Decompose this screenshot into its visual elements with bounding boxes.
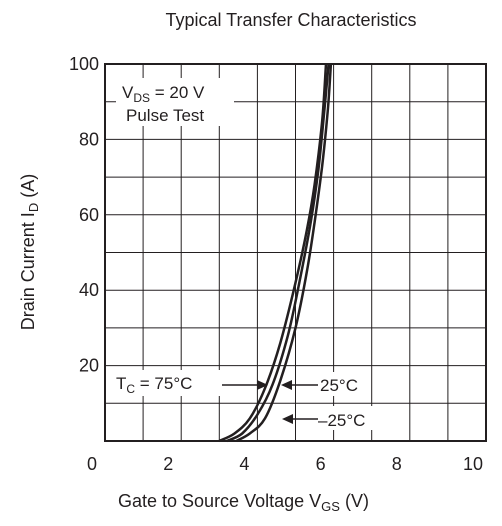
y-label-unit: (A)	[18, 174, 38, 198]
conditions-box-bg	[116, 78, 234, 126]
label-m25: –25°C	[318, 411, 365, 430]
arrow-75-head	[257, 380, 268, 390]
label-25-bg	[318, 372, 370, 396]
y-label-sub: D	[26, 203, 41, 212]
y-axis-label: Drain Current ID (A)	[18, 174, 41, 330]
vds-sub: DS	[133, 91, 150, 105]
x-tick-labels: 0 2 4 6 8 10	[87, 454, 483, 474]
tc-label-bg	[112, 370, 220, 396]
tc-symbol: T	[116, 374, 126, 393]
x-tick-label: 6	[316, 454, 326, 474]
x-tick-label: 8	[392, 454, 402, 474]
chart-title: Typical Transfer Characteristics	[165, 10, 416, 30]
series-line	[226, 63, 330, 443]
x-label-sub: GS	[321, 499, 340, 514]
x-label-symbol: V	[309, 491, 321, 511]
label-m25-bg	[316, 406, 382, 430]
vds-rest: = 20 V	[150, 83, 205, 102]
grid	[105, 64, 486, 441]
y-tick-label: 60	[79, 205, 99, 225]
x-tick-label: 0	[87, 454, 97, 474]
x-label-unit: (V)	[345, 491, 369, 511]
x-tick-label: 4	[239, 454, 249, 474]
conditions-line1: VDS = 20 V	[122, 83, 205, 105]
y-label-main: Drain Current	[18, 222, 38, 330]
conditions-line2: Pulse Test	[126, 106, 204, 125]
y-tick-label: 100	[69, 54, 99, 74]
y-tick-label: 80	[79, 129, 99, 149]
series-line	[235, 63, 333, 443]
vds-symbol: V	[122, 83, 134, 102]
label-25: 25°C	[320, 376, 358, 395]
arrow-m25-head	[282, 414, 293, 424]
tc-rest: = 75°C	[135, 374, 192, 393]
tc-sub: C	[126, 382, 135, 396]
y-label-symbol: I	[18, 212, 38, 217]
x-label-main: Gate to Source Voltage	[118, 491, 304, 511]
y-tick-labels: 20 40 60 80 100	[69, 54, 99, 376]
arrow-25-head	[281, 380, 292, 390]
series-line	[218, 63, 328, 443]
y-tick-label: 20	[79, 356, 99, 376]
plot-frame	[104, 63, 487, 442]
tc-75-label: TC = 75°C	[116, 374, 192, 396]
x-axis-label: Gate to Source Voltage VGS (V)	[118, 491, 369, 514]
x-tick-label: 2	[163, 454, 173, 474]
curves	[218, 63, 333, 443]
y-tick-label: 40	[79, 280, 99, 300]
x-tick-label: 10	[463, 454, 483, 474]
